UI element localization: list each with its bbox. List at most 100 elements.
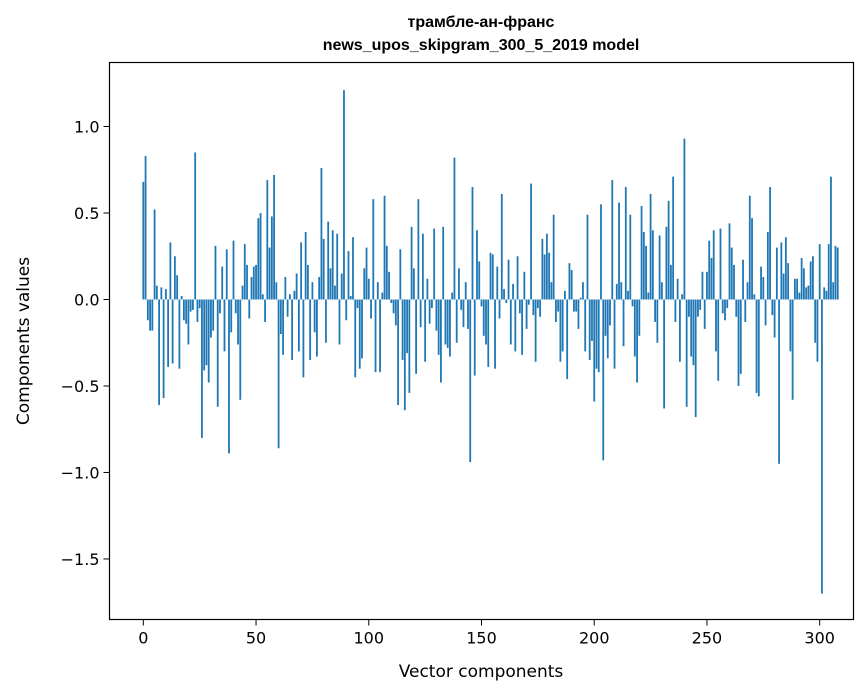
bar: [469, 299, 472, 463]
bar: [379, 299, 381, 373]
bar: [358, 299, 361, 369]
bar: [624, 187, 627, 300]
bar: [430, 299, 433, 309]
x-tick-label: 250: [692, 629, 723, 648]
bar: [665, 226, 668, 300]
bar: [428, 299, 431, 324]
bar: [812, 256, 814, 300]
bar: [464, 282, 467, 300]
bar: [514, 299, 517, 352]
chart-title: трамбле-ан-франс: [408, 14, 555, 31]
bar: [807, 285, 810, 300]
bar: [176, 275, 179, 300]
bar: [676, 278, 679, 300]
bar: [739, 299, 742, 374]
bar: [498, 299, 501, 319]
bar: [158, 299, 161, 406]
bar: [412, 268, 415, 300]
bar: [496, 266, 499, 300]
bar: [316, 299, 318, 357]
bar: [252, 266, 255, 300]
bar: [482, 299, 485, 336]
bar: [365, 247, 368, 300]
bar: [300, 242, 303, 300]
bar: [530, 183, 533, 300]
bar: [694, 299, 697, 418]
x-tick-label: 300: [804, 629, 835, 648]
bar: [525, 299, 528, 329]
bar: [273, 174, 275, 300]
bar: [270, 216, 273, 300]
bar: [349, 296, 352, 300]
bar: [194, 152, 197, 300]
bar: [367, 278, 370, 300]
bar: [485, 299, 487, 345]
bar: [663, 299, 666, 409]
bar: [719, 228, 722, 300]
bar: [577, 299, 580, 329]
bar: [146, 299, 149, 321]
bar: [198, 299, 201, 309]
bar: [573, 299, 575, 312]
bar: [164, 289, 167, 300]
bar: [685, 299, 688, 407]
bar: [715, 299, 717, 352]
bar: [210, 299, 212, 338]
bar: [212, 299, 215, 331]
x-tick-label: 150: [466, 629, 497, 648]
bar: [746, 282, 749, 300]
bar: [354, 299, 357, 378]
bar: [825, 290, 828, 300]
bar: [595, 299, 598, 369]
bar: [742, 259, 744, 300]
bar: [672, 176, 675, 300]
bar: [667, 200, 670, 300]
bar: [223, 299, 226, 352]
bar: [545, 233, 548, 300]
bar: [462, 299, 465, 328]
bar: [618, 202, 620, 300]
bar: [372, 199, 375, 300]
bar: [836, 247, 839, 300]
bar: [708, 240, 711, 300]
bar: [692, 299, 695, 366]
bar: [480, 299, 483, 307]
bar: [710, 257, 713, 300]
bar: [347, 251, 350, 300]
bar: [724, 299, 726, 321]
bar: [228, 299, 230, 454]
bar: [548, 252, 551, 300]
bar: [629, 214, 632, 300]
bar: [162, 299, 165, 399]
bar: [433, 228, 436, 300]
bar: [600, 204, 602, 300]
bar: [230, 299, 233, 333]
bar: [214, 245, 217, 300]
bar: [449, 299, 451, 357]
bar: [394, 299, 397, 326]
bar: [460, 299, 463, 310]
x-tick-label: 0: [138, 629, 148, 648]
bar: [455, 299, 458, 343]
bar: [225, 249, 228, 300]
bar: [591, 299, 593, 341]
bar: [712, 230, 715, 300]
bar: [171, 299, 174, 364]
bar: [173, 256, 176, 300]
bar: [494, 299, 496, 369]
y-tick-label: 0.5: [74, 204, 99, 223]
bar: [827, 244, 830, 300]
bar: [796, 278, 799, 300]
chart-subtitle: news_upos_skipgram_300_5_2019 model: [323, 37, 640, 54]
bar: [532, 299, 535, 316]
bar: [311, 282, 314, 300]
bar: [586, 214, 589, 300]
bar: [180, 296, 183, 300]
bar: [234, 299, 237, 314]
bar: [579, 297, 582, 300]
bar: [392, 299, 395, 314]
bar: [697, 299, 699, 317]
bar: [383, 195, 386, 300]
bar: [584, 299, 587, 352]
bar: [775, 247, 778, 300]
